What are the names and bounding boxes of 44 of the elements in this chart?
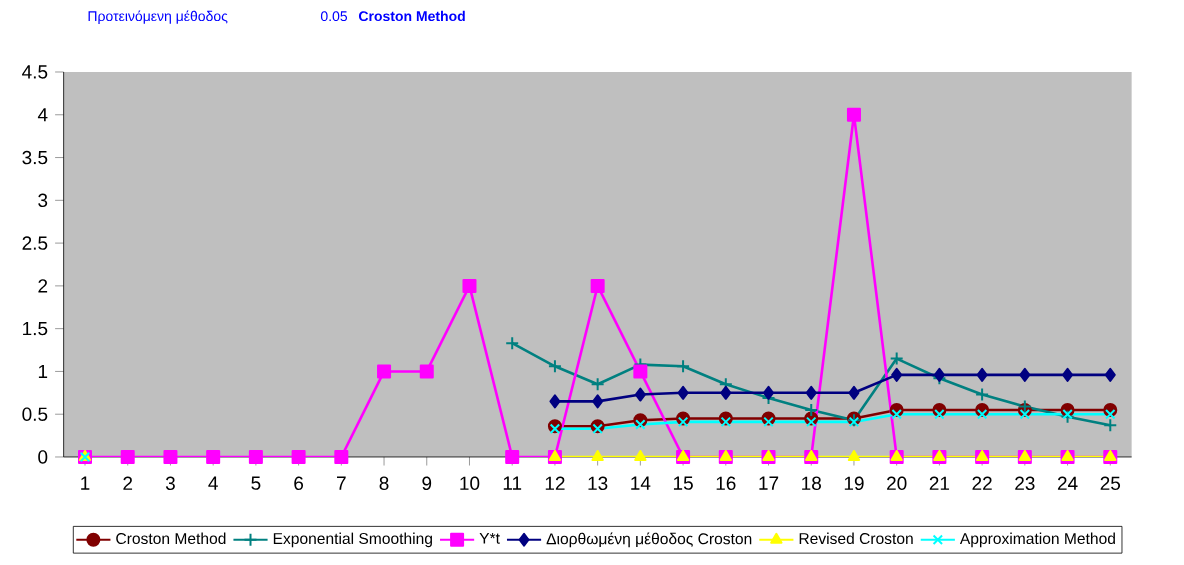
y-tick-label: 1 — [38, 364, 48, 378]
x-tick-label: 4 — [208, 476, 218, 490]
x-tick-label: 21 — [929, 476, 950, 490]
x-tick-label: 19 — [844, 476, 864, 491]
x-tick-label: 13 — [588, 476, 608, 491]
y-tick-label: 3 — [38, 193, 48, 208]
x-tick-label: 15 — [673, 476, 693, 490]
legend-label: Approximation Method — [959, 532, 1115, 548]
x-tick-label: 22 — [972, 476, 992, 490]
x-tick-label: 18 — [802, 476, 821, 491]
legend-label: Exponential Smoothing — [273, 532, 432, 548]
x-tick-label: 20 — [887, 476, 907, 491]
x-tick-label: 24 — [1057, 476, 1078, 490]
x-tick-label: 6 — [294, 476, 304, 491]
x-tick-label: 25 — [1100, 476, 1121, 491]
x-tick-label: 9 — [422, 476, 432, 491]
x-tick-label: 14 — [631, 476, 651, 490]
legend-label: Y*t — [479, 532, 500, 544]
x-tick-label: 16 — [716, 476, 736, 491]
y-tick-label: 0.5 — [22, 407, 48, 421]
x-tick-label: 12 — [545, 476, 565, 490]
x-tick-label: 10 — [460, 476, 480, 491]
x-tick-label: 17 — [759, 476, 779, 490]
y-tick-label: 2 — [38, 279, 48, 293]
text: Croston Method — [358, 10, 465, 22]
chart-title: Προτεινόμενη μέθοδος — [88, 10, 228, 24]
text: 0.05 — [320, 11, 348, 22]
y-tick-label: 3.5 — [22, 150, 48, 165]
x-tick-label: 11 — [503, 476, 522, 490]
x-tick-label: 8 — [379, 476, 389, 491]
y-tick-label: 0 — [38, 450, 48, 464]
legend-label: Croston Method — [116, 532, 226, 545]
x-tick-label: 1 — [81, 476, 90, 490]
y-tick-label: 4.5 — [22, 65, 48, 79]
x-tick-label: 5 — [251, 476, 261, 490]
y-tick-label: 2.5 — [22, 236, 48, 250]
x-tick-label: 7 — [337, 476, 346, 490]
legend-label: Διορθωμένη μέθοδος Croston — [546, 532, 752, 548]
x-tick-label: 3 — [165, 476, 175, 491]
y-tick-label: 4 — [37, 108, 48, 122]
y-tick-label: 1.5 — [23, 322, 48, 336]
x-tick-label: 23 — [1015, 476, 1035, 491]
legend-label: Revised Croston — [799, 532, 913, 545]
x-tick-label: 2 — [123, 476, 133, 490]
